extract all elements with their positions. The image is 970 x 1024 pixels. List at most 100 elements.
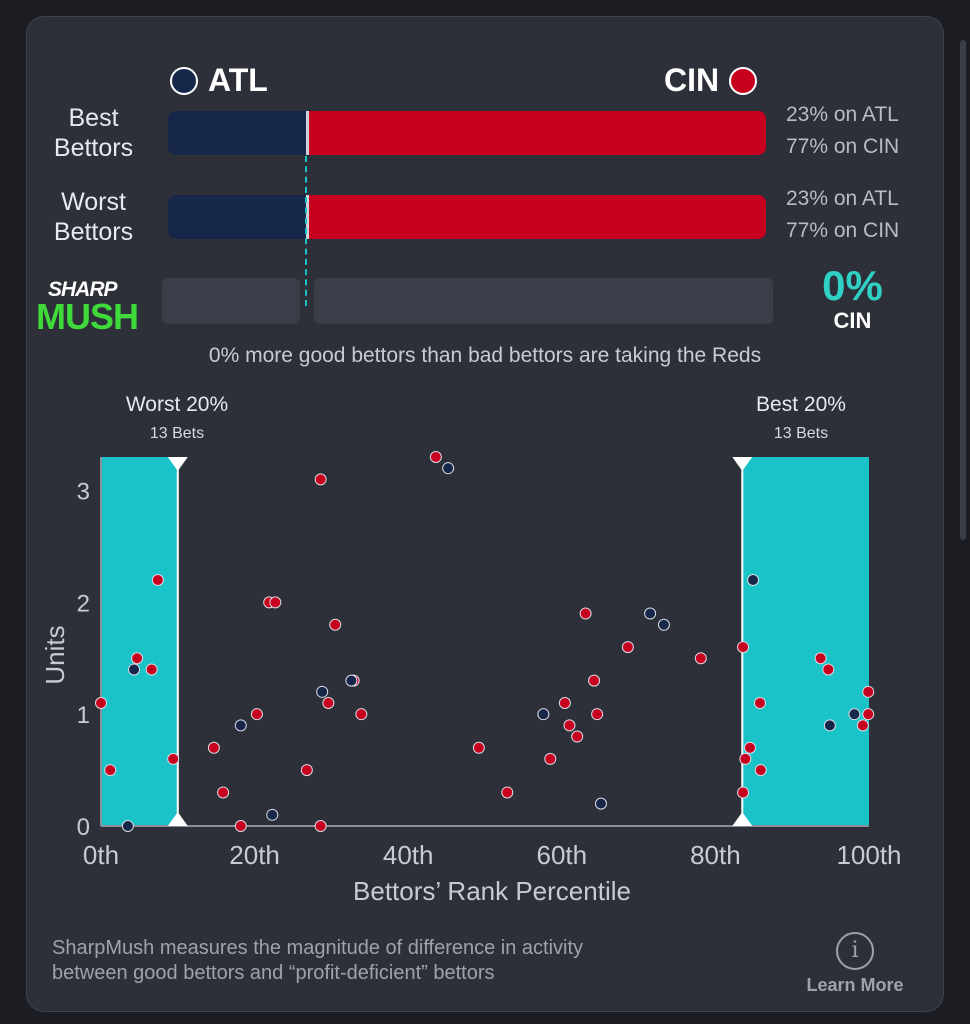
data-point-cin — [501, 786, 514, 799]
data-point-atl — [316, 685, 329, 698]
data-point-cin — [145, 663, 158, 676]
data-point-atl — [594, 797, 607, 810]
y-axis-title: Units — [40, 625, 70, 684]
data-point-atl — [644, 607, 657, 620]
data-point-atl — [848, 708, 861, 721]
logo-sharp-text: SHARP — [48, 278, 118, 301]
data-point-cin — [563, 719, 576, 732]
data-point-cin — [314, 473, 327, 486]
data-point-atl — [266, 808, 279, 821]
data-point-cin — [571, 730, 584, 743]
data-point-cin — [558, 697, 571, 709]
data-point-cin — [167, 752, 180, 765]
worst-bettors-bar — [168, 195, 766, 239]
worst-20-region — [101, 457, 178, 826]
data-point-atl — [128, 663, 141, 676]
best-label-line2: Bettors — [53, 134, 134, 162]
sharpmush-summary: 0% more good bettors than bad bettors ar… — [208, 344, 762, 367]
data-point-cin — [544, 752, 557, 765]
data-point-cin — [95, 697, 107, 709]
data-point-atl — [537, 708, 550, 721]
sharpmush-value: 0% — [822, 262, 883, 309]
data-point-cin — [814, 652, 827, 665]
best-bettors-bar — [168, 111, 766, 155]
best-20-region — [742, 457, 869, 826]
data-point-cin — [862, 708, 875, 721]
best-bettors-label: Best Bettors — [36, 103, 151, 163]
data-point-cin — [322, 697, 335, 709]
data-point-cin — [754, 764, 767, 777]
atl-dot-icon — [170, 66, 198, 95]
team-cin-label: CIN — [664, 62, 720, 98]
data-point-cin — [591, 708, 604, 721]
logo-mush-text: MUSH — [36, 296, 139, 337]
team-cin-header: CIN — [664, 62, 758, 99]
data-point-cin — [300, 764, 313, 777]
x-tick-label: 80th — [690, 840, 741, 870]
team-atl-label: ATL — [208, 62, 268, 98]
data-point-atl — [234, 719, 247, 732]
data-point-atl — [747, 574, 760, 586]
worst-label-line2: Bettors — [53, 218, 134, 246]
data-point-cin — [131, 652, 144, 665]
sharpmush-team: CIN — [833, 308, 872, 333]
worst-bracket-sub: 13 Bets — [149, 425, 205, 442]
x-axis-title: Bettors’ Rank Percentile — [353, 876, 631, 906]
x-tick-label: 40th — [383, 840, 434, 870]
y-tick-label: 3 — [77, 479, 90, 506]
worst-atl-segment — [168, 195, 306, 239]
data-point-cin — [588, 674, 601, 687]
best-atl-segment — [168, 111, 306, 155]
data-point-cin — [737, 786, 750, 799]
data-point-cin — [269, 596, 282, 609]
team-atl-header: ATL — [170, 62, 268, 99]
data-point-cin — [856, 719, 869, 732]
data-point-cin — [743, 741, 756, 754]
info-icon[interactable]: i — [836, 932, 874, 970]
data-point-cin — [579, 607, 592, 620]
best-atl-pct: 23% on ATL — [786, 103, 899, 126]
data-point-cin — [862, 685, 875, 698]
best-bracket-sub: 13 Bets — [773, 425, 829, 442]
worst-bracket-bottom-triangle — [167, 812, 188, 826]
worst-cin-pct: 77% on CIN — [786, 219, 900, 242]
sharpmush-track-left — [162, 278, 300, 324]
y-tick-label: 1 — [77, 702, 90, 729]
y-tick-label: 0 — [77, 814, 90, 841]
data-point-atl — [442, 462, 455, 475]
worst-bettors-label: Worst Bettors — [36, 187, 151, 247]
data-point-cin — [822, 663, 835, 676]
footer-description: SharpMush measures the magnitude of diff… — [52, 936, 772, 986]
footer-line1: SharpMush measures the magnitude of diff… — [52, 937, 584, 959]
data-point-cin — [694, 652, 707, 665]
data-point-cin — [329, 618, 342, 631]
best-cin-pct: 77% on CIN — [786, 135, 900, 158]
data-point-cin — [250, 708, 263, 721]
data-point-cin — [355, 708, 368, 721]
data-point-cin — [472, 741, 485, 754]
best-bracket-title: Best 20% — [756, 393, 846, 416]
scrollbar[interactable] — [960, 40, 966, 540]
x-tick-label: 100th — [836, 840, 901, 870]
data-point-cin — [621, 641, 634, 654]
best-bracket-top-triangle — [732, 457, 753, 471]
data-point-atl — [121, 820, 134, 832]
data-point-cin — [739, 752, 752, 765]
data-point-cin — [151, 574, 164, 586]
learn-more-link[interactable]: Learn More — [806, 975, 904, 995]
y-tick-label: 2 — [77, 590, 90, 617]
best-bracket-bottom-triangle — [732, 812, 753, 826]
data-point-cin — [429, 451, 442, 463]
data-point-cin — [737, 641, 750, 654]
split-marker-line — [305, 156, 307, 306]
x-tick-label: 0th — [83, 840, 119, 870]
x-tick-label: 20th — [229, 840, 280, 870]
best-cin-segment — [305, 111, 766, 155]
worst-atl-pct: 23% on ATL — [786, 187, 899, 210]
data-point-cin — [234, 820, 247, 832]
data-point-cin — [207, 741, 220, 754]
x-tick-label: 60th — [536, 840, 587, 870]
data-point-cin — [753, 697, 766, 709]
data-point-cin — [104, 764, 117, 777]
